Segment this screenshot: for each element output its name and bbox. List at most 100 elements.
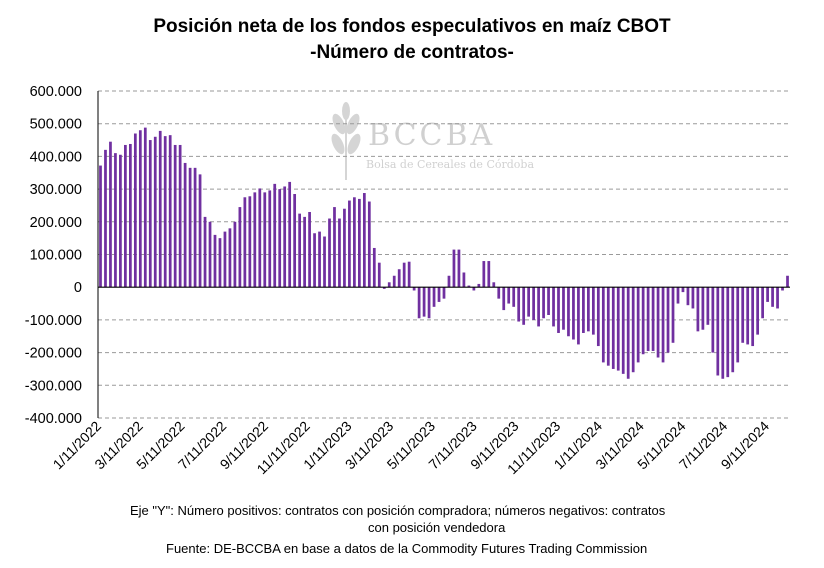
bar xyxy=(248,196,252,288)
y-tick-label: -200.000 xyxy=(25,346,82,362)
bar xyxy=(636,287,640,363)
bar xyxy=(462,272,466,288)
y-tick-label: 200.000 xyxy=(30,215,82,231)
bar xyxy=(512,287,516,307)
bar xyxy=(547,287,550,315)
bar-chart: 600.000 500.000 400.000 300.000 200.000 100.0… xyxy=(25,84,790,478)
bar xyxy=(542,287,545,319)
bar xyxy=(626,287,630,379)
bar xyxy=(477,283,481,288)
bar xyxy=(208,221,212,288)
bar xyxy=(278,189,282,288)
bar xyxy=(472,287,476,291)
bar xyxy=(482,261,486,288)
bar xyxy=(258,188,262,288)
bar xyxy=(218,238,222,288)
bar xyxy=(562,287,565,330)
bar xyxy=(522,287,526,325)
chart-title-line2: -Número de contratos- xyxy=(310,42,514,63)
bar xyxy=(532,287,535,320)
bar xyxy=(786,275,789,288)
y-tick-label: -300.000 xyxy=(25,378,82,394)
bar xyxy=(358,198,361,288)
bar xyxy=(631,287,635,373)
bar xyxy=(338,218,341,288)
y-tick-label: 300.000 xyxy=(30,182,82,198)
bar xyxy=(372,247,376,288)
bar xyxy=(696,287,700,332)
bar xyxy=(173,144,177,288)
bar xyxy=(313,233,316,288)
bar xyxy=(751,287,755,347)
bar xyxy=(741,287,745,343)
bar xyxy=(233,221,237,288)
bar xyxy=(263,192,267,288)
bar xyxy=(183,162,187,288)
bar xyxy=(362,193,366,288)
bar xyxy=(781,287,784,291)
bar xyxy=(143,127,147,288)
bar xyxy=(422,287,426,317)
bar xyxy=(671,287,675,343)
bar xyxy=(178,144,182,288)
bar xyxy=(328,218,331,288)
bar xyxy=(621,287,625,374)
bar xyxy=(457,249,461,288)
bar xyxy=(168,135,172,288)
y-tick-label: -100.000 xyxy=(25,313,82,329)
bar xyxy=(119,154,122,288)
bar xyxy=(293,194,297,288)
bar xyxy=(691,287,695,309)
chart-title-line1: Posición neta de los fondos especulativo… xyxy=(153,16,671,37)
bar xyxy=(611,287,615,369)
bar xyxy=(502,287,506,311)
bar xyxy=(596,287,600,347)
bar xyxy=(447,275,451,288)
bar xyxy=(273,183,277,288)
bar xyxy=(572,287,575,340)
bar xyxy=(153,136,157,288)
bar xyxy=(133,133,137,288)
bar xyxy=(412,287,416,291)
bar xyxy=(721,287,725,379)
bar xyxy=(417,287,421,319)
bar xyxy=(288,181,292,288)
bar xyxy=(766,287,769,302)
bar xyxy=(681,287,685,293)
bar xyxy=(552,287,555,327)
bar xyxy=(203,216,207,288)
bar xyxy=(158,130,162,288)
bar xyxy=(686,287,690,306)
y-tick-label: 600.000 xyxy=(30,84,82,100)
bar xyxy=(591,287,595,335)
bar xyxy=(343,208,346,288)
bar xyxy=(163,136,167,288)
bar xyxy=(353,197,356,288)
bar xyxy=(99,165,102,288)
bar xyxy=(527,287,530,317)
bar xyxy=(616,287,620,371)
bar xyxy=(537,287,540,327)
bar xyxy=(711,287,715,353)
bar xyxy=(402,262,406,288)
bar xyxy=(736,287,740,363)
footer-source: Fuente: DE-BCCBA en base a datos de la C… xyxy=(166,541,648,556)
bar xyxy=(124,144,127,288)
bar xyxy=(771,287,774,307)
bar xyxy=(114,153,117,288)
bar xyxy=(348,200,351,288)
bar xyxy=(661,287,665,363)
bar xyxy=(308,211,311,288)
bar xyxy=(706,287,710,325)
bar xyxy=(243,197,247,288)
bar xyxy=(507,287,511,304)
bar xyxy=(188,167,192,288)
bar xyxy=(253,192,257,288)
bar xyxy=(716,287,720,376)
footer-note-line1: Eje "Y": Número positivos: contratos con… xyxy=(130,503,666,518)
bar xyxy=(666,287,670,353)
x-axis-ticks: 1/11/20223/11/20225/11/20227/11/20229/11… xyxy=(49,418,772,478)
watermark-subtitle: Bolsa de Cereales de Córdoba xyxy=(366,158,535,171)
bar xyxy=(437,287,441,302)
bar xyxy=(298,213,301,288)
